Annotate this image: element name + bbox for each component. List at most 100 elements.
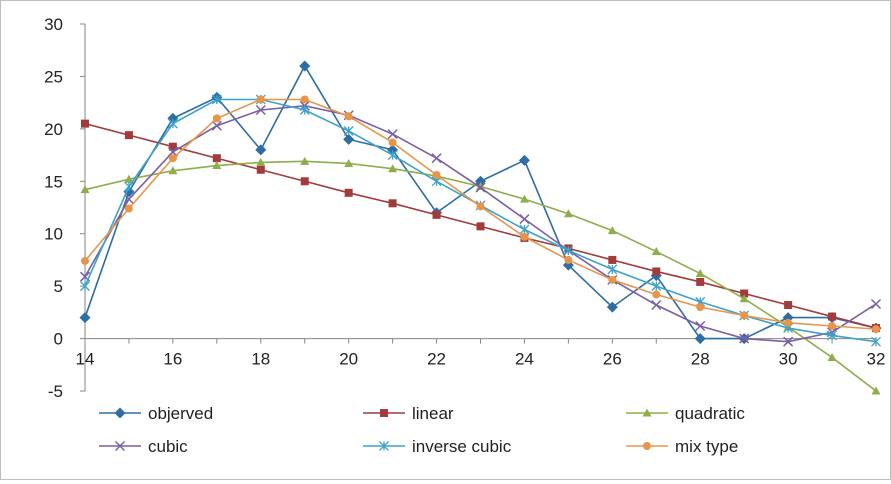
data-point-quadratic (388, 164, 398, 173)
legend-label: cubic (148, 437, 188, 456)
legend-item-objerved: objerved (99, 404, 213, 423)
data-point-linear (388, 199, 397, 208)
data-point-cubic (123, 194, 134, 205)
data-point-mix-type (740, 311, 749, 320)
data-point-cubic (651, 299, 662, 311)
data-point-mix-type (652, 290, 661, 299)
x-tick-label: 32 (867, 350, 886, 369)
legend-label: inverse cubic (412, 437, 512, 456)
data-point-quadratic (80, 185, 90, 194)
series-quadratic (80, 156, 881, 395)
data-point-objerved (343, 133, 355, 145)
data-point-cubic (695, 320, 706, 332)
legend-label: mix type (675, 437, 738, 456)
data-point-linear (696, 277, 705, 286)
data-point-cubic (431, 153, 442, 164)
data-point-linear (828, 312, 837, 321)
x-tick-label: 18 (251, 350, 270, 369)
legend-item-mix-type: mix type (626, 437, 738, 456)
y-tick-label: 10 (44, 225, 63, 244)
data-point-mix-type (168, 154, 177, 163)
data-point-inverse-cubic (211, 94, 222, 105)
legend-marker (380, 409, 388, 417)
data-point-quadratic (124, 174, 134, 183)
y-tick-label: -5 (48, 382, 63, 401)
data-point-objerved (606, 301, 618, 313)
data-point-cubic (519, 214, 530, 225)
data-point-cubic (739, 333, 750, 344)
data-point-linear (652, 267, 661, 276)
data-point-inverse-cubic (871, 336, 881, 347)
data-point-quadratic (168, 166, 178, 175)
data-point-mix-type (476, 202, 485, 211)
data-point-quadratic (519, 194, 529, 203)
data-point-quadratic (739, 294, 749, 303)
data-point-linear (740, 289, 749, 298)
data-point-cubic (783, 336, 794, 347)
data-point-quadratic (344, 158, 354, 167)
y-tick-label: 5 (54, 277, 63, 296)
data-point-quadratic (300, 156, 310, 165)
data-point-mix-type (696, 303, 705, 312)
data-point-inverse-cubic (563, 245, 574, 256)
data-point-quadratic (476, 182, 485, 191)
data-point-mix-type (256, 95, 265, 104)
x-tick-label: 22 (427, 350, 446, 369)
data-point-inverse-cubic (519, 224, 530, 235)
data-point-mix-type (432, 170, 441, 179)
series-linear (81, 119, 880, 333)
axes: 30 25 20 15 10 5 0 -5 14 16 18 20 22 24 26 28 30 32 (44, 15, 885, 401)
legend-item-cubic: cubic (99, 437, 188, 456)
data-point-quadratic (651, 247, 661, 256)
series-line-inverse-cubic (84, 98, 877, 343)
data-point-inverse-cubic (123, 181, 134, 192)
legend-label: quadratic (675, 404, 745, 423)
data-point-linear (256, 165, 265, 174)
data-point-linear (784, 301, 793, 310)
legend-item-quadratic: quadratic (626, 404, 745, 423)
data-point-inverse-cubic (827, 330, 838, 341)
data-point-inverse-cubic (651, 281, 662, 292)
x-tick-label: 24 (515, 350, 534, 369)
x-tick-label: 26 (603, 350, 622, 369)
legend-marker (643, 442, 651, 450)
data-point-linear (168, 142, 177, 151)
data-point-mix-type (388, 138, 397, 147)
legend-item-linear: linear (363, 404, 454, 423)
data-point-objerved (694, 333, 706, 345)
data-point-linear (300, 177, 309, 186)
legend-marker (642, 408, 652, 417)
legend-item-inverse-cubic: inverse cubic (363, 437, 512, 456)
data-point-inverse-cubic (387, 150, 398, 161)
x-tick-label: 14 (76, 350, 95, 369)
y-tick-label: 25 (44, 67, 63, 86)
data-point-linear (432, 210, 441, 219)
data-point-objerved (299, 60, 311, 72)
legend-marker (114, 407, 126, 419)
data-point-mix-type (344, 112, 353, 121)
data-point-quadratic (695, 269, 705, 278)
data-point-inverse-cubic (343, 125, 354, 136)
series-mix-type (81, 95, 880, 334)
data-point-linear (344, 188, 353, 197)
x-tick-label: 20 (339, 350, 358, 369)
data-point-quadratic (607, 226, 617, 235)
data-point-mix-type (608, 275, 617, 284)
data-point-objerved (518, 154, 530, 166)
legend-marker (114, 440, 126, 452)
data-point-quadratic (871, 386, 881, 395)
data-point-quadratic (563, 209, 573, 218)
data-point-inverse-cubic (167, 118, 178, 129)
data-point-linear (124, 131, 133, 140)
data-point-mix-type (784, 318, 793, 327)
data-point-mix-type (520, 232, 529, 241)
data-point-mix-type (81, 256, 89, 265)
series-layer (79, 60, 882, 395)
legend: objerved linear quadratic cubic inverse cubi… (99, 404, 745, 456)
legend-label: linear (412, 404, 454, 423)
x-tick-label: 30 (779, 350, 798, 369)
data-point-cubic (387, 129, 398, 140)
data-point-mix-type (828, 321, 837, 330)
